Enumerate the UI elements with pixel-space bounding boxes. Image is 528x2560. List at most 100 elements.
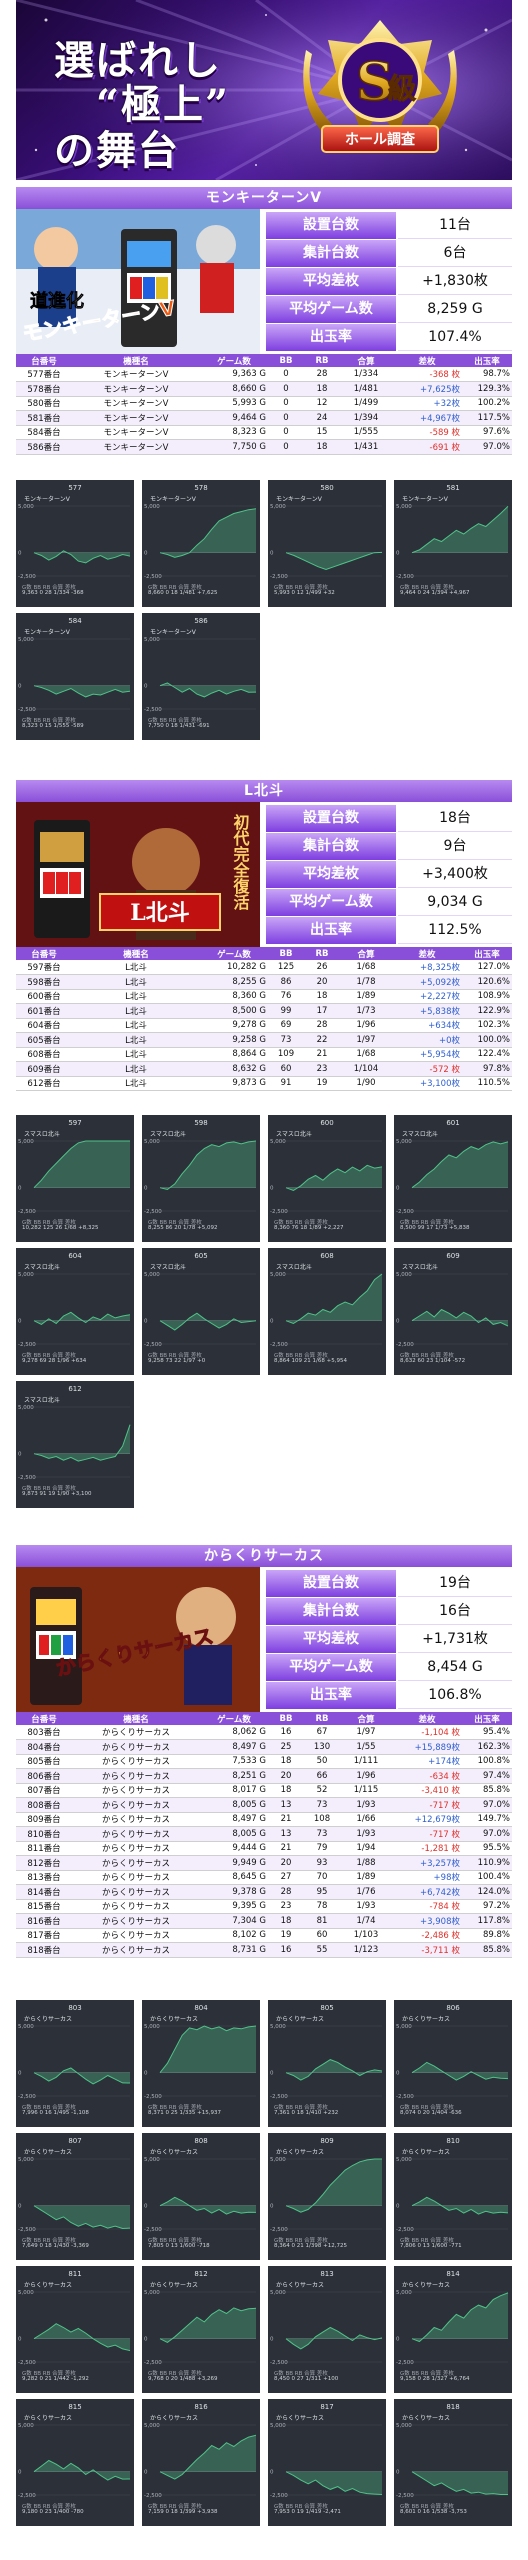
- payout-graph-panel[interactable]: 5,000 0 -2,500 815 からくりサーカス G数 BB RB 合算 差枚 9,1…: [16, 2399, 134, 2526]
- payout-graph-panel[interactable]: 5,000 0 -2,500 586 モンキーターンV G数 BB RB 合算 差枚 7,7…: [142, 613, 260, 740]
- payout-graph-panel[interactable]: 5,000 0 -2,500 805 からくりサーカス G数 BB RB 合算 差枚 7,3…: [268, 2000, 386, 2127]
- payout-graph-panel[interactable]: 5,000 0 -2,500 812 からくりサーカス G数 BB RB 合算 差枚 9,7…: [142, 2266, 260, 2393]
- payout-graph-panel[interactable]: 5,000 0 -2,500 813 からくりサーカス G数 BB RB 合算 差枚 8,4…: [268, 2266, 386, 2393]
- stat-value-payout: 112.5%: [398, 917, 512, 944]
- graph-column-labels: G数 BB RB 合算 差枚: [148, 1353, 202, 1359]
- graph-machine-number: 814: [446, 2270, 460, 2278]
- payout-graph-panel[interactable]: 5,000 0 -2,500 804 からくりサーカス G数 BB RB 合算 差枚 8,3…: [142, 2000, 260, 2127]
- payout-graph-panel[interactable]: 5,000 0 -2,500 811 からくりサーカス G数 BB RB 合算 差枚 9,2…: [16, 2266, 134, 2393]
- payout-graph-panel[interactable]: 5,000 0 -2,500 605 スマスロ北斗 G数 BB RB 合算 差枚 9,258…: [142, 1248, 260, 1375]
- table-row: 608番台 L北斗 8,864 G 109 21 1/68 +5,954枚 122.4%: [16, 1047, 512, 1062]
- graph-axis-tick-label: -2,500: [396, 2360, 414, 2366]
- table-cell: からくりサーカス: [72, 1928, 200, 1943]
- payout-graph-panel[interactable]: 5,000 0 -2,500 803 からくりサーカス G数 BB RB 合算 差枚 7,9…: [16, 2000, 134, 2127]
- graph-axis-tick-label: 5,000: [18, 2024, 34, 2030]
- table-cell: 1/115: [340, 1783, 392, 1798]
- payout-graph: 5,000 0 -2,500: [18, 504, 131, 580]
- stat-label-counted: 集計台数: [266, 1598, 396, 1625]
- payout-graph-panel[interactable]: 5,000 0 -2,500 578 モンキーターンV G数 BB RB 合算 差枚 8,6…: [142, 480, 260, 607]
- payout-graph-panel[interactable]: 5,000 0 -2,500 818 からくりサーカス G数 BB RB 合算 差枚 8,6…: [394, 2399, 512, 2526]
- table-cell: 110.9%: [462, 1855, 512, 1871]
- banner-title-line2: “極上”: [96, 81, 231, 128]
- machine-image: からくりサーカス: [16, 1567, 260, 1712]
- table-cell: 1/97: [340, 1032, 392, 1048]
- table-cell: -368 枚: [392, 367, 462, 382]
- machine-summary: モンキーターンV 道進化 設置台数 11台 集計台数 6台 平均差枚 +1,83…: [16, 209, 512, 354]
- payout-graph-panel[interactable]: 5,000 0 -2,500 601 スマスロ北斗 G数 BB RB 合算 差枚 8,500…: [394, 1115, 512, 1242]
- payout-graph-panel[interactable]: 5,000 0 -2,500 584 モンキーターンV G数 BB RB 合算 差枚 8,3…: [16, 613, 134, 740]
- payout-graph-panel[interactable]: 5,000 0 -2,500 810 からくりサーカス G数 BB RB 合算 差枚 7,8…: [394, 2133, 512, 2260]
- payout-graph-panel[interactable]: 5,000 0 -2,500 609 スマスロ北斗 G数 BB RB 合算 差枚 8,632…: [394, 1248, 512, 1375]
- payout-graph-panel[interactable]: 5,000 0 -2,500 577 モンキーターンV G数 BB RB 合算 差枚 9,3…: [16, 480, 134, 607]
- graph-axis-tick-label: -2,500: [144, 2094, 162, 2100]
- table-cell: 109: [268, 1047, 304, 1062]
- table-row: 818番台 からくりサーカス 8,731 G 16 55 1/123 -3,711 枚 85.…: [16, 1942, 512, 1958]
- table-cell: +5,954枚: [392, 1047, 462, 1062]
- stat-value-payout: 107.4%: [398, 324, 512, 351]
- payout-graph: 5,000 0 -2,500: [144, 1272, 257, 1348]
- graph-stat-line: 7,996 0 16 1/495 -1,108: [22, 2110, 89, 2116]
- table-cell: 608番台: [16, 1047, 72, 1062]
- payout-graph-panel[interactable]: 5,000 0 -2,500 612 スマスロ北斗 G数 BB RB 合算 差枚 9,873…: [16, 1381, 134, 1508]
- graph-machine-number: 577: [68, 484, 82, 492]
- payout-graph-panel[interactable]: 5,000 0 -2,500 816 からくりサーカス G数 BB RB 合算 差枚 7,1…: [142, 2399, 260, 2526]
- payout-graph-panel[interactable]: 5,000 0 -2,500 580 モンキーターンV G数 BB RB 合算 差枚 5,9…: [268, 480, 386, 607]
- table-cell: 76: [268, 989, 304, 1004]
- table-cell: 577番台: [16, 367, 72, 382]
- machine-title: L北斗: [16, 780, 512, 802]
- payout-graph-panel[interactable]: 5,000 0 -2,500 604 スマスロ北斗 G数 BB RB 合算 差枚 9,278…: [16, 1248, 134, 1375]
- graph-axis-tick-label: 5,000: [270, 2290, 286, 2296]
- graph-machine-number: 604: [68, 1252, 82, 1260]
- table-cell: 8,062 G: [200, 1725, 268, 1740]
- graph-column-labels: G数 BB RB 合算 差枚: [22, 2238, 76, 2244]
- graph-stat-line: 7,159 0 18 1/399 +3,938: [148, 2509, 218, 2515]
- table-cell: -3,410 枚: [392, 1783, 462, 1798]
- payout-graph-panel[interactable]: 5,000 0 -2,500 807 からくりサーカス G数 BB RB 合算 差枚 7,6…: [16, 2133, 134, 2260]
- graph-column-labels: G数 BB RB 合算 差枚: [400, 585, 454, 591]
- table-cell: 1/97: [340, 1725, 392, 1740]
- table-row: 598番台 L北斗 8,255 G 86 20 1/78 +5,092枚 120.6%: [16, 974, 512, 990]
- stat-value-avg-diff: +1,830枚: [398, 268, 512, 295]
- graph-stat-line: 8,660 0 18 1/481 +7,625: [148, 590, 218, 596]
- payout-graph-panel[interactable]: 5,000 0 -2,500 809 からくりサーカス G数 BB RB 合算 差枚 8,3…: [268, 2133, 386, 2260]
- table-cell: +3,908枚: [392, 1913, 462, 1929]
- table-cell: +4,967枚: [392, 410, 462, 426]
- table-cell: 149.7%: [462, 1812, 512, 1827]
- payout-graph-panel[interactable]: 5,000 0 -2,500 598 スマスロ北斗 G数 BB RB 合算 差枚 8,255…: [142, 1115, 260, 1242]
- payout-graph-panel[interactable]: 5,000 0 -2,500 808 からくりサーカス G数 BB RB 合算 差枚 7,8…: [142, 2133, 260, 2260]
- table-row: 807番台 からくりサーカス 8,017 G 18 52 1/115 -3,410 枚 85.…: [16, 1783, 512, 1798]
- table-header-cell: 機種名: [72, 354, 200, 367]
- table-cell: 21: [304, 1047, 340, 1062]
- table-cell: モンキーターンV: [72, 425, 200, 440]
- table-row: 581番台 モンキーターンV 9,464 G 0 24 1/394 +4,967枚 117.5…: [16, 410, 512, 426]
- payout-graph-panel[interactable]: 5,000 0 -2,500 581 モンキーターンV G数 BB RB 合算 差枚 9,4…: [394, 480, 512, 607]
- graph-machine-number: 586: [194, 617, 208, 625]
- payout-graph: 5,000 0 -2,500: [18, 637, 131, 713]
- machine-section-hokuto: L北斗 L北斗 初代完全復活 設置台数 18台 集計台数 9台 平均差枚 +3,…: [16, 780, 512, 1091]
- graph-area-fill: [286, 1274, 382, 1324]
- table-cell: 25: [268, 1739, 304, 1755]
- table-row: 811番台 からくりサーカス 9,444 G 21 79 1/94 -1,281 枚 95.5…: [16, 1841, 512, 1856]
- graph-machine-name: スマスロ北斗: [150, 1264, 186, 1271]
- graph-area-fill: [412, 2292, 508, 2342]
- table-header-cell: 台番号: [16, 354, 72, 367]
- table-cell: 817番台: [16, 1928, 72, 1943]
- table-header-cell: 機種名: [72, 947, 200, 960]
- table-cell: 86: [268, 974, 304, 990]
- payout-graph-panel[interactable]: 5,000 0 -2,500 806 からくりサーカス G数 BB RB 合算 差枚 8,0…: [394, 2000, 512, 2127]
- payout-graph-panel[interactable]: 5,000 0 -2,500 608 スマスロ北斗 G数 BB RB 合算 差枚 8,864…: [268, 1248, 386, 1375]
- table-cell: 811番台: [16, 1841, 72, 1856]
- table-cell: 10,282 G: [200, 960, 268, 975]
- table-cell: 807番台: [16, 1783, 72, 1798]
- payout-graph-panel[interactable]: 5,000 0 -2,500 600 スマスロ北斗 G数 BB RB 合算 差枚 8,360…: [268, 1115, 386, 1242]
- table-cell: 9,464 G: [200, 410, 268, 426]
- table-cell: +0枚: [392, 1032, 462, 1048]
- payout-graph-panel[interactable]: 5,000 0 -2,500 814 からくりサーカス G数 BB RB 合算 差枚 9,1…: [394, 2266, 512, 2393]
- header-banner: 選ばれし “極上” の舞台 S 級 ホール調査: [16, 0, 512, 180]
- table-cell: 818番台: [16, 1942, 72, 1958]
- table-header-cell: 台番号: [16, 1712, 72, 1725]
- payout-graph-panel[interactable]: 5,000 0 -2,500 597 スマスロ北斗 G数 BB RB 合算 差枚 10,28…: [16, 1115, 134, 1242]
- badge-kanji: 級: [388, 72, 416, 105]
- table-cell: 13: [268, 1797, 304, 1813]
- payout-graph-panel[interactable]: 5,000 0 -2,500 817 からくりサーカス G数 BB RB 合算 差枚 7,9…: [268, 2399, 386, 2526]
